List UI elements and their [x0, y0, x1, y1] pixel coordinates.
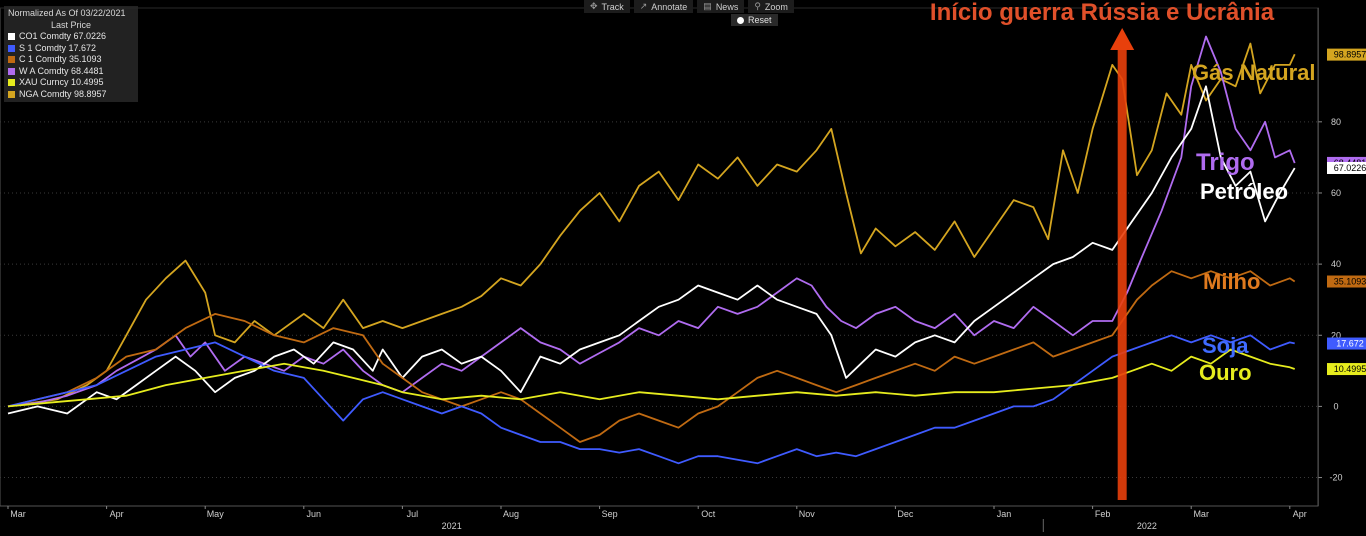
series-line [7, 334, 1295, 465]
legend-row: NGA Comdty 98.8957 [8, 89, 134, 101]
legend-row: XAU Curncy 10.4995 [8, 77, 134, 89]
year-label: 2022 [1137, 521, 1157, 531]
x-tick-label: Aug [503, 509, 519, 519]
x-tick-label: Oct [701, 509, 716, 519]
last-value-tag [1327, 275, 1366, 288]
legend-swatch [8, 44, 15, 52]
zoom-icon: ⚲ [754, 1, 761, 11]
y-tick-label: 0 [1333, 401, 1338, 411]
legend-swatch [8, 56, 15, 64]
series-name-label: Soja [1202, 333, 1249, 358]
news-button[interactable]: ▤ News [697, 0, 745, 13]
x-tick-label: Sep [602, 509, 618, 519]
reset-label: Reset [748, 15, 772, 25]
series-line [7, 35, 1296, 408]
legend-swatch [8, 90, 15, 98]
last-value-label: 35.1093 [1334, 277, 1366, 287]
track-button[interactable]: ✥ Track [584, 0, 630, 13]
news-icon: ▤ [703, 1, 712, 11]
annotate-button[interactable]: ↗ Annotate [633, 0, 694, 13]
zoom-label: Zoom [764, 1, 788, 12]
x-tick-label: Jul [407, 509, 419, 519]
series-name-label: Petróleo [1200, 179, 1288, 204]
legend-swatch [8, 67, 15, 75]
series-name-label: Ouro [1199, 360, 1252, 385]
legend-swatch [8, 79, 15, 87]
last-value-tag [1327, 161, 1366, 174]
legend-row: S 1 Comdty 17.672 [8, 43, 134, 55]
series-name-label: Milho [1203, 269, 1260, 294]
chart-toolbar: ✥ Track ↗ Annotate ▤ News ⚲ Zoom [584, 0, 794, 13]
legend-swatch [8, 33, 15, 41]
y-tick-label: 20 [1331, 330, 1341, 340]
legend-subheader: Last Price [50, 19, 92, 30]
series-line [7, 348, 1295, 408]
last-value-label: 17.672 [1336, 339, 1364, 349]
annotate-icon: ↗ [639, 1, 648, 11]
legend-row: C 1 Comdty 35.1093 [8, 54, 134, 66]
year-label: 2021 [442, 521, 462, 531]
legend-label: W A Comdty 68.4481 [19, 65, 104, 76]
legend-label: NGA Comdty 98.8957 [19, 88, 107, 99]
legend-header: Normalized As Of 03/22/2021 [8, 8, 126, 18]
x-tick-label: Nov [799, 509, 816, 519]
chart-legend: Normalized As Of 03/22/2021 Last Price C… [4, 6, 138, 102]
event-title: Início guerra Rússia e Ucrânia [930, 0, 1275, 26]
y-tick-label: 80 [1331, 117, 1341, 127]
event-marker-arrow [1110, 28, 1135, 50]
legend-label: XAU Curncy 10.4995 [19, 77, 104, 87]
last-value-tag [1327, 337, 1366, 350]
legend-label: CO1 Comdty 67.0226 [19, 31, 107, 41]
series-line [7, 42, 1296, 408]
last-value-label: 98.8957 [1334, 50, 1366, 60]
series-line [7, 270, 1296, 443]
last-value-label: 10.4995 [1334, 364, 1366, 374]
y-tick-label: 60 [1331, 188, 1341, 198]
legend-label: S 1 Comdty 17.672 [19, 42, 97, 53]
legend-label: C 1 Comdty 35.1093 [19, 54, 102, 64]
reset-button[interactable]: Reset [731, 14, 778, 26]
legend-row: CO1 Comdty 67.0226 [8, 31, 134, 43]
x-tick-label: Jun [307, 509, 322, 519]
x-tick-label: Apr [1293, 509, 1307, 519]
last-value-label: 67.0226 [1334, 163, 1366, 173]
news-label: News [715, 1, 739, 12]
annotate-label: Annotate [651, 1, 688, 12]
x-tick-label: Mar [1193, 509, 1209, 519]
series-name-label: Gás Natural [1192, 60, 1316, 85]
reset-icon [737, 16, 744, 24]
last-value-tag [1327, 48, 1366, 61]
x-tick-label: Feb [1095, 509, 1111, 519]
y-tick-label: -20 [1329, 473, 1342, 483]
last-value-tag [1327, 363, 1366, 376]
x-tick-label: Apr [110, 509, 124, 519]
x-tick-label: Jan [997, 509, 1012, 519]
x-tick-label: Mar [10, 509, 26, 519]
x-tick-label: May [207, 509, 225, 519]
x-tick-label: Dec [897, 509, 914, 519]
track-label: Track [601, 1, 624, 12]
crosshair-icon: ✥ [590, 1, 598, 11]
series-name-label: Trigo [1196, 149, 1255, 176]
legend-row: W A Comdty 68.4481 [8, 66, 134, 78]
y-tick-label: 40 [1331, 259, 1341, 269]
zoom-button[interactable]: ⚲ Zoom [748, 0, 794, 13]
